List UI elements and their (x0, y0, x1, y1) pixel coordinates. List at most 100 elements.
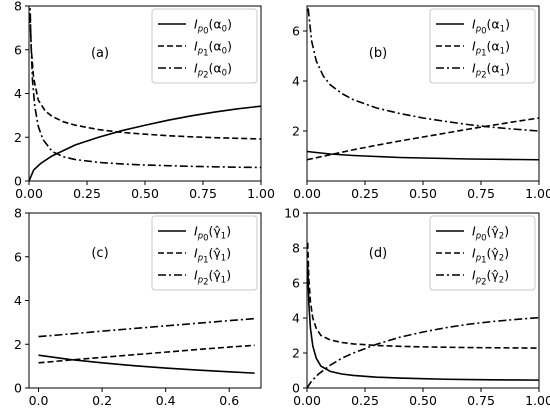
panel-4: 0.00 0.25 0.50 0.75 1.000246810(d)Ip0(γ̂2)Ip… (284, 206, 550, 409)
legend-entry-part: ) (505, 39, 510, 54)
legend-entry-part: p (197, 254, 203, 264)
y-tick-label: 4 (14, 293, 22, 308)
y-tick-label: 2 (14, 130, 22, 145)
x-tick-label: 0.25 (351, 186, 379, 201)
legend-entry-part: 2 (203, 71, 208, 81)
panel-2: 0.00 0.25 0.50 0.75 1.00246(b)Ip0(α1)Ip1(α1)… (292, 5, 550, 201)
legend-entry: Ip2(α1) (472, 61, 510, 81)
legend-box (151, 215, 258, 291)
legend-entry: Ip1(α0) (194, 39, 232, 59)
x-tick-label: 0.00 (293, 393, 321, 408)
x-tick-label: 0.0 (29, 393, 49, 408)
legend-entry-part: (α (487, 17, 500, 32)
legend-entry-part: 2 (203, 278, 208, 288)
x-tick-label: 0.50 (131, 186, 159, 201)
y-tick-label: 8 (292, 241, 300, 256)
legend-entry-part: (α (487, 39, 500, 54)
y-tick-label: 6 (14, 42, 22, 57)
y-tick-label: 0 (14, 381, 22, 396)
y-tick-label: 2 (14, 337, 22, 352)
legend-entry-part: I (472, 224, 476, 239)
legend-entry-part: (γ̂ (209, 224, 222, 239)
y-tick-label: 0 (14, 174, 22, 189)
legend-entry-part: p (197, 25, 203, 35)
legend-entry-part: p (475, 47, 481, 57)
legend-entry-part: p (197, 69, 203, 79)
legend-box (429, 215, 536, 291)
legend-entry-part: p (475, 25, 481, 35)
series-line-dashdot (307, 8, 539, 132)
x-tick-label: 0.2 (92, 393, 112, 408)
legend-entry: Ip0(α1) (472, 17, 510, 37)
legend-entry: Ip0(α0) (194, 17, 232, 37)
legend-entry-part: (α (209, 17, 222, 32)
legend-entry-part: ) (505, 61, 510, 76)
y-tick-label: 4 (292, 311, 300, 326)
x-tick-label: 0.25 (73, 186, 101, 201)
x-tick-label: 0.25 (351, 393, 379, 408)
series-line-dashed (307, 117, 539, 161)
legend-entry-part: 1 (500, 25, 505, 35)
x-tick-label: 1.00 (525, 393, 550, 408)
legend-entry-part: p (475, 254, 481, 264)
legend-entry-part: 1 (221, 276, 226, 286)
legend-entry-part: 2 (499, 254, 504, 264)
series-line-dashdot (307, 316, 539, 388)
x-tick-label: 0.75 (189, 186, 217, 201)
panel-label: (d) (369, 246, 387, 261)
legend-entry-part: (γ̂ (209, 246, 222, 261)
legend-entry-part: I (472, 246, 476, 261)
legend-entry-part: 1 (500, 47, 505, 57)
x-tick-label: 0.50 (409, 186, 437, 201)
legend-entry-part: 0 (481, 27, 486, 37)
legend-entry-part: 1 (203, 256, 208, 266)
legend-entry-part: I (194, 17, 198, 32)
legend-entry-part: I (194, 39, 198, 54)
series-line-solid (307, 150, 539, 161)
legend-entry-part: 0 (222, 25, 227, 35)
legend-entry-part: ) (504, 268, 509, 283)
legend-entry-part: I (472, 268, 476, 283)
y-tick-label: 2 (292, 124, 300, 139)
series-line-dashdot (29, 6, 261, 169)
legend-entry-part: ) (226, 246, 231, 261)
x-tick-label: 0.75 (467, 186, 495, 201)
legend-entry-part: 2 (481, 71, 486, 81)
panel-label: (c) (91, 246, 108, 261)
legend-entry-part: 1 (481, 256, 486, 266)
legend-entry-part: (γ̂ (487, 268, 500, 283)
y-tick-label: 2 (292, 346, 300, 361)
legend-entry-part: 1 (221, 254, 226, 264)
legend-entry-part: ) (226, 268, 231, 283)
legend: Ip0(γ̂2)Ip1(γ̂2)Ip2(γ̂2) (429, 215, 536, 291)
legend-entry-part: 1 (481, 49, 486, 59)
legend-entry-part: 0 (203, 27, 208, 37)
legend-entry-part: p (475, 232, 481, 242)
legend: Ip0(γ̂1)Ip1(γ̂1)Ip2(γ̂1) (151, 215, 258, 291)
legend-entry: Ip1(γ̂1) (194, 246, 231, 266)
legend-entry-part: ) (504, 224, 509, 239)
legend-entry-part: p (197, 232, 203, 242)
x-tick-label: 1.00 (247, 186, 275, 201)
y-tick-label: 10 (284, 206, 300, 221)
y-tick-label: 8 (14, 0, 22, 14)
series-line-dashed (29, 16, 261, 140)
legend-entry: Ip2(α0) (194, 61, 232, 81)
legend-entry-part: I (194, 268, 198, 283)
legend-entry: Ip2(γ̂1) (194, 268, 231, 288)
series-line-dashed (307, 242, 539, 349)
legend-entry-part: I (194, 61, 198, 76)
y-tick-label: 0 (292, 381, 300, 396)
series-line-solid (307, 265, 539, 381)
legend-entry-part: 1 (203, 49, 208, 59)
legend-entry-part: 0 (222, 47, 227, 57)
legend-entry-part: I (472, 39, 476, 54)
y-tick-label: 4 (14, 86, 22, 101)
x-tick-label: 0.00 (15, 186, 43, 201)
legend-entry-part: 0 (222, 69, 227, 79)
legend-entry-part: I (472, 17, 476, 32)
series-line-solid (38, 354, 255, 374)
legend-entry-part: ) (226, 224, 231, 239)
legend-entry-part: p (475, 69, 481, 79)
y-tick-label: 6 (14, 249, 22, 264)
